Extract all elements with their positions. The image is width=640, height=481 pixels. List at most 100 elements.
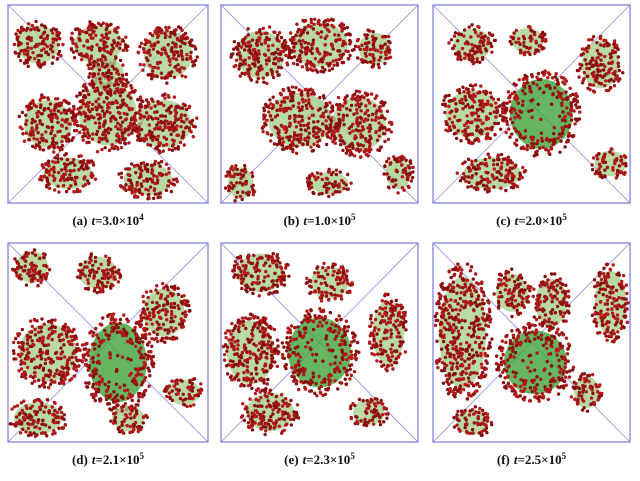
- particle: [266, 110, 271, 114]
- particle: [241, 319, 246, 324]
- particle: [65, 177, 69, 181]
- particle: [174, 57, 178, 61]
- particle: [510, 178, 515, 182]
- particle: [467, 105, 472, 110]
- particle: [134, 163, 138, 168]
- particle: [467, 180, 471, 185]
- particle: [12, 42, 17, 47]
- particle: [456, 88, 460, 93]
- particle: [285, 96, 290, 100]
- particle: [332, 287, 337, 292]
- particle: [54, 141, 59, 145]
- particle: [140, 373, 144, 377]
- particle: [299, 32, 304, 37]
- particle: [17, 114, 22, 119]
- particle: [15, 404, 20, 408]
- particle: [114, 124, 118, 129]
- particle: [616, 55, 621, 59]
- particle: [450, 120, 455, 125]
- particle: [337, 182, 341, 186]
- particle: [173, 114, 178, 119]
- particle: [276, 47, 280, 52]
- particle: [534, 39, 538, 44]
- particle: [52, 374, 56, 378]
- particle: [509, 185, 514, 190]
- particle: [257, 36, 261, 40]
- particle: [553, 86, 557, 90]
- particle: [329, 119, 334, 123]
- particle: [84, 347, 88, 351]
- particle: [129, 371, 133, 375]
- particle: [38, 350, 42, 354]
- particle: [590, 38, 594, 42]
- particle: [569, 102, 573, 106]
- particle: [143, 38, 148, 42]
- particle: [31, 100, 35, 105]
- particle: [540, 70, 545, 75]
- particle: [175, 124, 179, 128]
- particle: [257, 39, 261, 43]
- particle: [180, 41, 185, 45]
- particle: [549, 102, 554, 106]
- particle: [517, 130, 521, 135]
- particle: [578, 62, 582, 66]
- particle: [349, 124, 354, 129]
- particle: [121, 39, 126, 43]
- particle: [307, 180, 312, 184]
- particle: [148, 63, 152, 68]
- particle: [177, 322, 182, 326]
- particle: [295, 133, 300, 138]
- particle: [480, 55, 485, 60]
- particle: [486, 99, 490, 103]
- particle: [37, 365, 41, 370]
- particle: [119, 171, 124, 176]
- particle: [155, 301, 159, 305]
- particle: [98, 91, 102, 96]
- particle: [523, 92, 527, 96]
- particle: [136, 372, 140, 376]
- particle: [25, 347, 29, 351]
- particle: [612, 39, 617, 43]
- particle: [126, 396, 130, 400]
- particle: [354, 148, 359, 152]
- particle: [148, 185, 153, 189]
- particle: [52, 429, 56, 433]
- particle: [552, 125, 556, 130]
- particle: [390, 179, 394, 183]
- particle: [312, 142, 316, 146]
- particle: [144, 111, 149, 115]
- particle: [621, 162, 625, 166]
- particle: [42, 273, 46, 277]
- particle: [614, 76, 618, 80]
- particle: [479, 84, 483, 88]
- particle: [561, 110, 565, 114]
- particle: [476, 163, 480, 168]
- particle: [118, 385, 122, 390]
- particle: [169, 302, 173, 306]
- particle: [91, 102, 95, 107]
- particle: [87, 75, 91, 79]
- particle: [140, 383, 144, 387]
- particle: [271, 43, 275, 48]
- particle: [14, 32, 18, 36]
- particle: [589, 59, 593, 64]
- particle: [356, 102, 360, 106]
- particle: [303, 40, 307, 45]
- particle: [607, 61, 611, 65]
- particle: [154, 288, 158, 292]
- particle: [504, 174, 508, 178]
- snapshot: [220, 4, 419, 204]
- particle: [289, 107, 293, 111]
- particle: [282, 278, 286, 282]
- particle: [261, 26, 266, 31]
- particle: [602, 68, 606, 72]
- particle: [119, 185, 124, 189]
- particle: [535, 83, 539, 87]
- particle: [597, 167, 601, 171]
- particle: [21, 255, 26, 259]
- particle: [506, 157, 510, 161]
- particle: [107, 395, 112, 399]
- particle: [53, 156, 57, 160]
- particle: [451, 46, 455, 51]
- particle: [188, 404, 193, 408]
